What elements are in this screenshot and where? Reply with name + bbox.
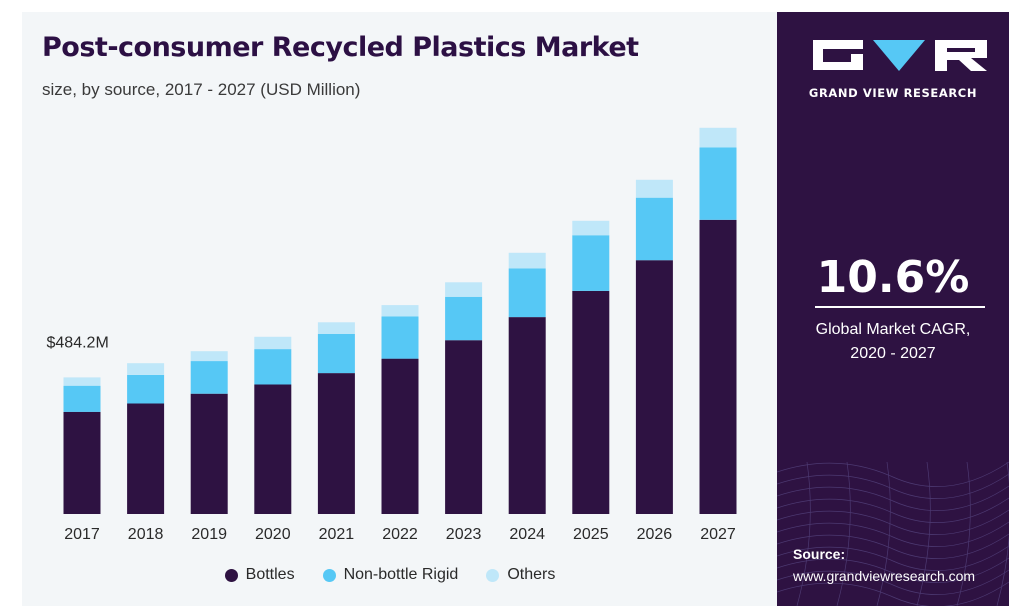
bar-bottles-2027 [699, 219, 737, 515]
cagr-label: Global Market CAGR, 2020 - 2027 [777, 318, 1009, 366]
cagr-label-line1: Global Market CAGR, [815, 321, 971, 338]
bar-others-2024 [508, 252, 546, 269]
bar-bottles-2022 [381, 358, 419, 514]
bar-non-bottle-rigid-2026 [635, 197, 673, 261]
bar-non-bottle-rigid-2022 [381, 316, 419, 359]
bar-others-2023 [445, 282, 483, 297]
source-url[interactable]: www.grandviewresearch.com [793, 568, 976, 584]
source-label: Source: [793, 546, 846, 562]
bar-non-bottle-rigid-2017 [63, 385, 101, 412]
chart-title: Post-consumer Recycled Plastics Market [42, 32, 639, 63]
x-tick-label-2019: 2019 [191, 526, 227, 543]
bar-non-bottle-rigid-2021 [317, 334, 355, 374]
legend-label-non-bottle-rigid: Non-bottle Rigid [343, 566, 459, 583]
x-tick-label-2025: 2025 [573, 526, 609, 543]
x-tick-label-2018: 2018 [128, 526, 164, 543]
cagr-divider [815, 306, 985, 308]
bar-non-bottle-rigid-2024 [508, 268, 546, 318]
legend-swatch-bottles [224, 568, 238, 582]
bar-chart: 2017 2018 2019 2020 2021 2022 2023 2024 2025 2026… [47, 127, 737, 543]
legend-label-bottles: Bottles [245, 566, 295, 583]
bar-non-bottle-rigid-2023 [445, 296, 483, 341]
x-tick-label-2026: 2026 [637, 526, 673, 543]
bar-non-bottle-rigid-2025 [572, 235, 610, 291]
legend-item-non-bottle-rigid: Non-bottle Rigid [322, 566, 459, 584]
x-tick-label-2017: 2017 [64, 526, 100, 543]
bar-others-2020 [254, 336, 292, 350]
bar-bottles-2025 [572, 290, 610, 514]
bar-bottles-2017 [63, 411, 101, 514]
bar-bottles-2019 [190, 393, 228, 514]
bar-non-bottle-rigid-2019 [190, 361, 228, 394]
x-tick-label-2024: 2024 [509, 526, 545, 543]
bar-others-2022 [381, 305, 419, 317]
wave-pattern-decoration [777, 461, 1009, 606]
bar-bottles-2024 [508, 317, 546, 514]
bar-bottles-2020 [254, 384, 292, 514]
bar-others-2021 [317, 322, 355, 334]
bar-others-2019 [190, 351, 228, 361]
bar-others-2025 [572, 220, 610, 236]
bar-others-2026 [635, 179, 673, 198]
x-tick-label-2020: 2020 [255, 526, 291, 543]
x-tick-label-2022: 2022 [382, 526, 418, 543]
legend-swatch-others [486, 568, 500, 582]
bar-non-bottle-rigid-2020 [254, 349, 292, 385]
chart-subtitle: size, by source, 2017 - 2027 (USD Millio… [42, 80, 361, 99]
x-tick-label-2023: 2023 [446, 526, 482, 543]
cagr-label-line2: 2020 - 2027 [850, 345, 936, 362]
bar-non-bottle-rigid-2018 [127, 374, 165, 404]
bar-others-2018 [127, 363, 165, 375]
value-annotation-2017: $484.2M [47, 334, 109, 351]
chart-legend: Bottles Non-bottle Rigid Others [0, 566, 780, 584]
bar-bottles-2023 [445, 340, 483, 514]
bar-bottles-2018 [127, 403, 165, 514]
bar-others-2027 [699, 127, 737, 148]
bar-non-bottle-rigid-2027 [699, 147, 737, 220]
cagr-value: 10.6% [816, 252, 970, 303]
x-tick-label-2027: 2027 [700, 526, 736, 543]
bar-others-2017 [63, 377, 101, 386]
legend-swatch-non-bottle-rigid [322, 568, 336, 582]
bar-bottles-2021 [317, 373, 355, 514]
gvr-logo-icon [813, 40, 987, 71]
legend-item-others: Others [486, 566, 555, 584]
info-sidebar: GRAND VIEW RESEARCH 10.6% Global Market … [777, 12, 1009, 606]
bar-bottles-2026 [635, 260, 673, 514]
x-tick-label-2021: 2021 [319, 526, 355, 543]
brand-name: GRAND VIEW RESEARCH [808, 86, 978, 100]
legend-item-bottles: Bottles [224, 566, 295, 584]
legend-label-others: Others [507, 566, 556, 583]
